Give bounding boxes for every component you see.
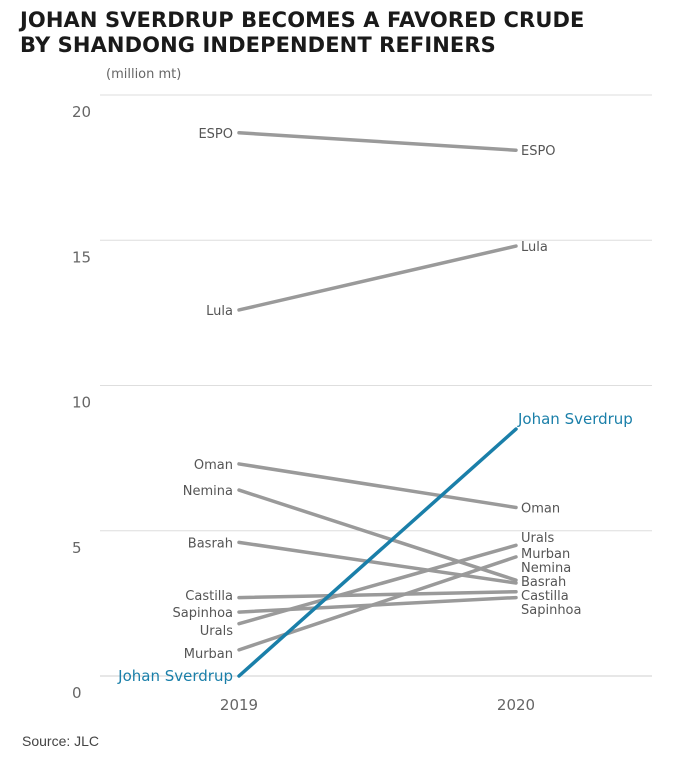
label-2019-castilla: Castilla: [185, 589, 233, 604]
series-line-urals: [237, 543, 518, 626]
label-2019-murban: Murban: [184, 647, 233, 662]
series-line-castilla: [237, 590, 518, 600]
y-tick-label-15: 15: [72, 248, 91, 266]
label-2020-nemina: Nemina: [521, 561, 571, 576]
y-axis-label: (million mt): [106, 67, 181, 82]
label-2019-oman: Oman: [194, 458, 233, 473]
label-2020-urals: Urals: [521, 531, 554, 546]
label-2019-sapinhoa: Sapinhoa: [173, 606, 233, 621]
series-line-nemina: [237, 488, 518, 582]
label-2020-lula: Lula: [521, 240, 548, 255]
label-2020-johan-sverdrup: Johan Sverdrup: [517, 410, 633, 428]
series-line-lula: [237, 244, 518, 312]
chart-title: JOHAN SVERDRUP BECOMES A FAVORED CRUDE B…: [20, 8, 584, 58]
label-2020-basrah: Basrah: [521, 575, 566, 590]
chart-title-line-1: JOHAN SVERDRUP BECOMES A FAVORED CRUDE: [20, 8, 585, 32]
label-2019-basrah: Basrah: [188, 536, 233, 551]
slope-chart: 0 5 10 15 20 (million mt) 2019 2020 ESPO ESPO Lul…: [72, 67, 652, 714]
series-line-oman: [237, 462, 518, 510]
series-line-basrah: [237, 540, 518, 585]
source-note: Source: JLC: [22, 733, 100, 749]
label-2020-oman: Oman: [521, 502, 560, 517]
label-2019-urals: Urals: [200, 624, 233, 639]
label-2019-espo: ESPO: [198, 127, 233, 142]
y-tick-label-5: 5: [72, 539, 82, 557]
label-2019-johan-sverdrup: Johan Sverdrup: [117, 667, 233, 685]
y-tick-label-20: 20: [72, 103, 91, 121]
label-2020-castilla: Castilla: [521, 589, 569, 604]
chart-title-line-2: BY SHANDONG INDEPENDENT REFINERS: [20, 33, 496, 57]
label-2019-lula: Lula: [206, 304, 233, 319]
series-line-murban: [237, 555, 518, 652]
label-2019-nemina: Nemina: [183, 484, 233, 499]
y-tick-label-10: 10: [72, 394, 91, 412]
label-2020-sapinhoa: Sapinhoa: [521, 603, 581, 618]
label-2020-espo: ESPO: [521, 144, 556, 159]
y-tick-label-0: 0: [72, 684, 82, 702]
x-tick-label-2019: 2019: [220, 696, 258, 714]
series-line-johan-sverdrup: [237, 427, 518, 678]
series-line-espo: [237, 131, 518, 152]
label-2020-murban: Murban: [521, 547, 570, 562]
x-tick-label-2020: 2020: [497, 696, 535, 714]
